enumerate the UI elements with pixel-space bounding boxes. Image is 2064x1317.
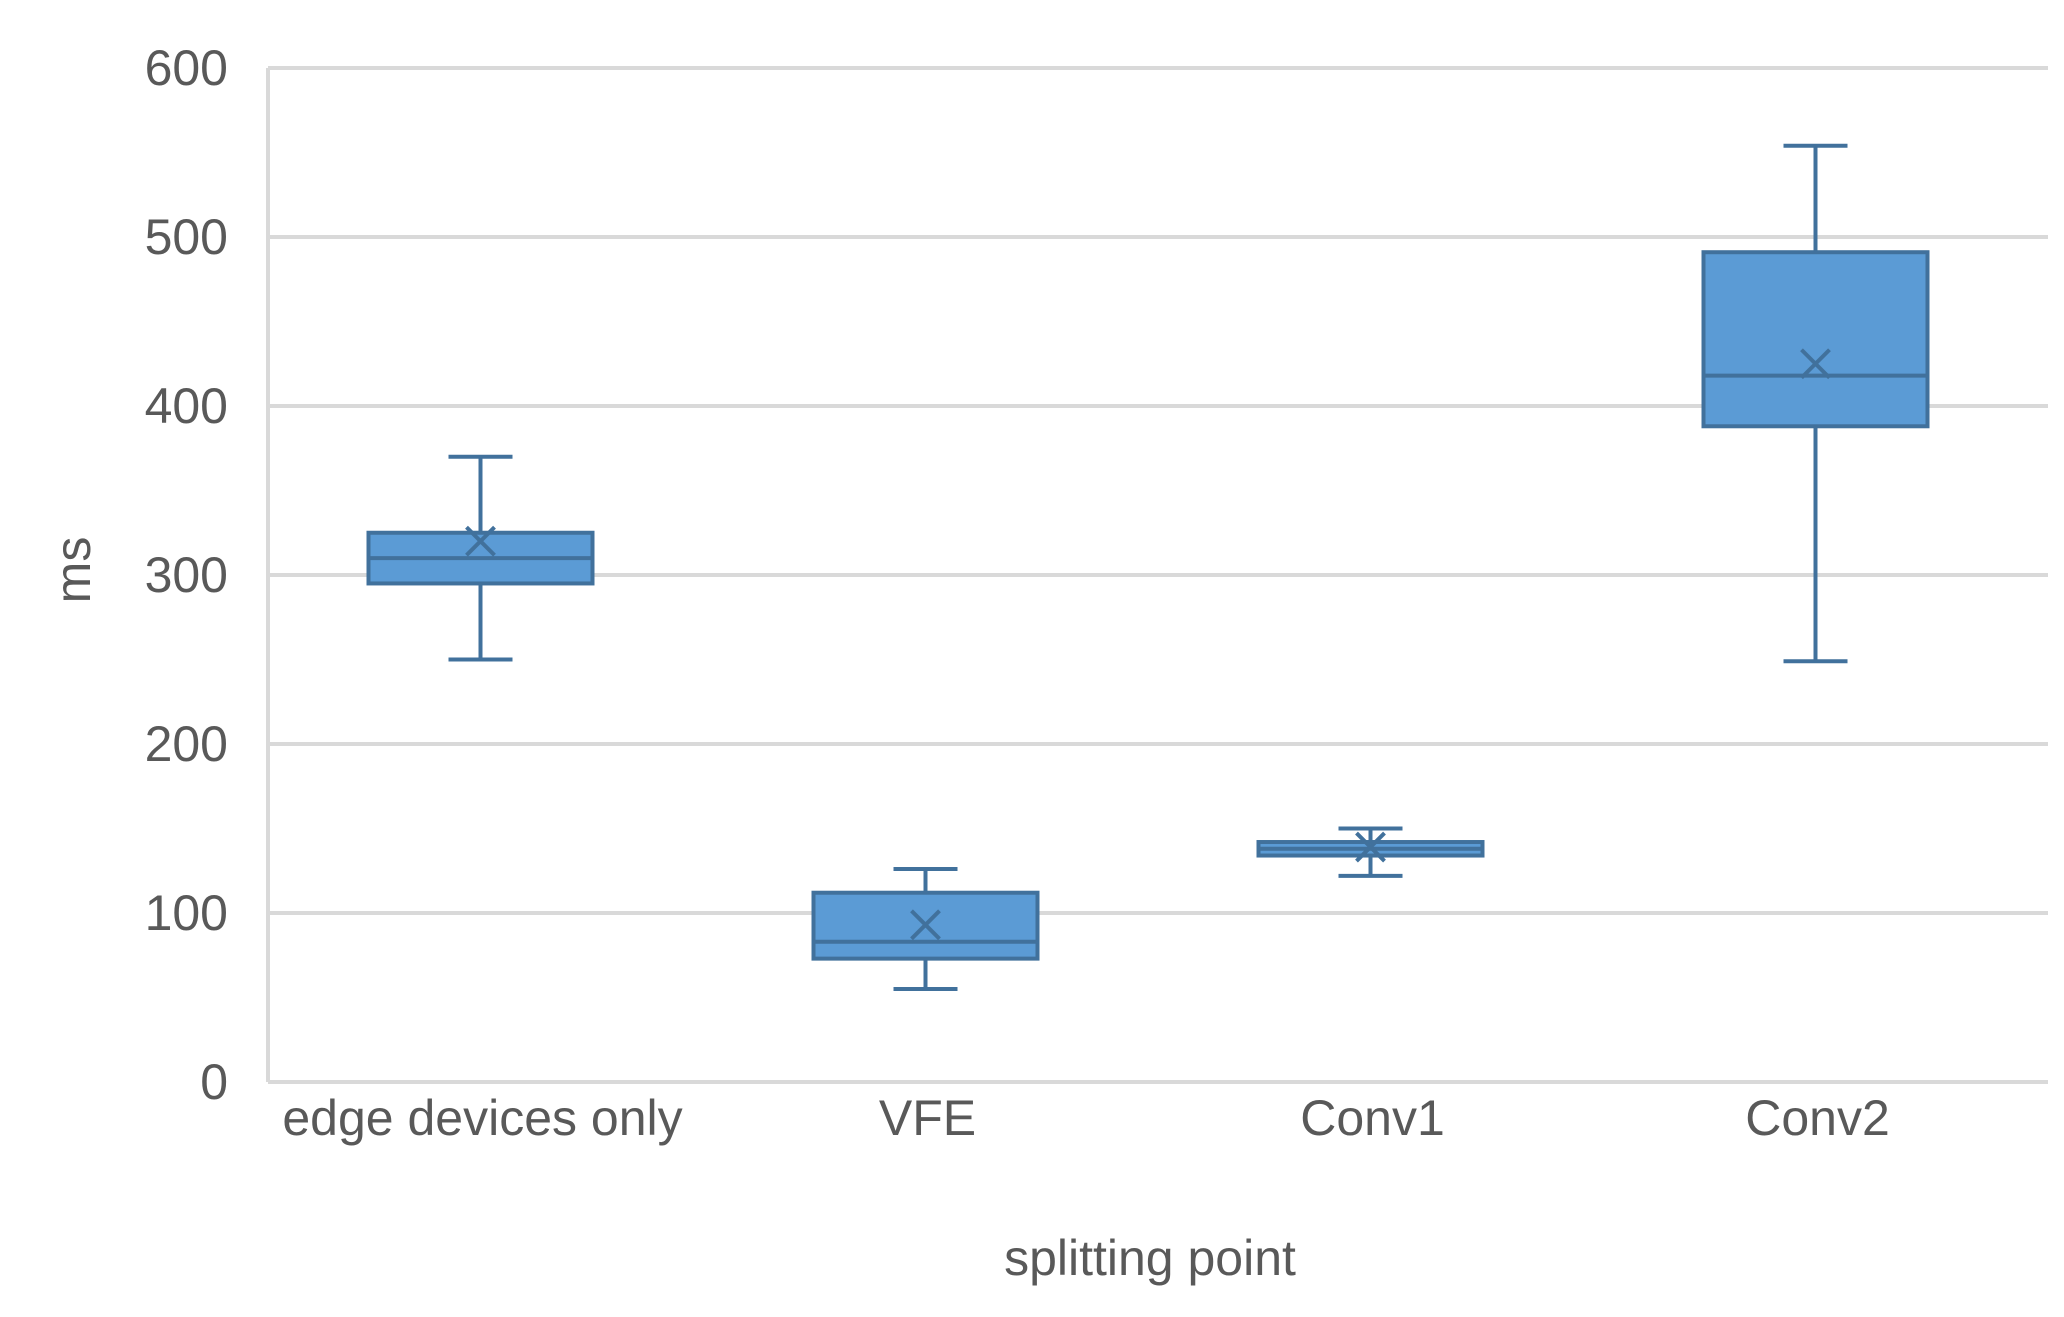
x-tick-label: edge devices only xyxy=(282,1090,682,1146)
y-axis-title: ms xyxy=(45,537,101,604)
mean-marker xyxy=(465,525,496,557)
mean-marker xyxy=(1800,348,1831,380)
mean-marker xyxy=(1355,831,1386,863)
x-tick-label: VFE xyxy=(879,1090,976,1146)
boxes xyxy=(366,143,1930,992)
box-1 xyxy=(366,454,595,662)
axes xyxy=(266,68,2048,1084)
box-4 xyxy=(1701,143,1930,664)
x-axis-title: splitting point xyxy=(1004,1230,1296,1286)
x-tick-label: Conv1 xyxy=(1300,1090,1445,1146)
y-tick-label: 500 xyxy=(145,209,228,265)
y-tick-label: 400 xyxy=(145,378,228,434)
iqr-box xyxy=(1701,250,1930,429)
x-tick-label: Conv2 xyxy=(1745,1090,1890,1146)
y-tick-label: 100 xyxy=(145,885,228,941)
mean-marker xyxy=(910,909,941,941)
y-tick-label: 300 xyxy=(145,547,228,603)
box-2 xyxy=(811,867,1040,992)
gridlines xyxy=(268,66,2048,915)
y-tick-label: 600 xyxy=(145,40,228,96)
y-tick-label: 0 xyxy=(200,1054,228,1110)
labels: 0 100 200 300 400 500 600 edge devices only VFE C… xyxy=(145,40,1890,1146)
y-tick-label: 200 xyxy=(145,716,228,772)
box-3 xyxy=(1256,826,1485,878)
